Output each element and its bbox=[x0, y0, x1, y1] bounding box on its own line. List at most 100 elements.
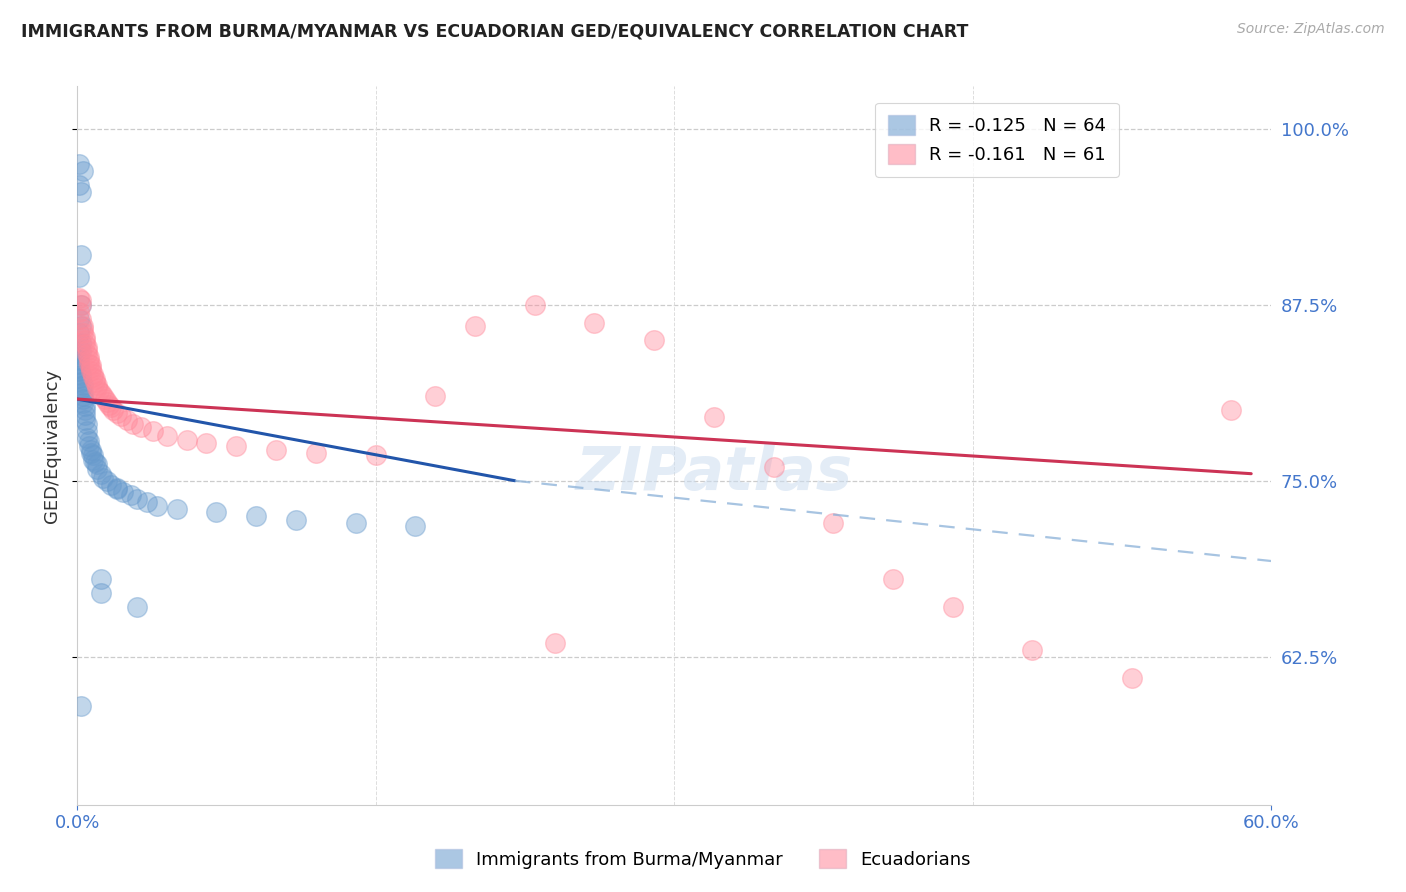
Point bbox=[176, 433, 198, 447]
Point bbox=[67, 352, 90, 367]
Point bbox=[145, 499, 167, 513]
Point bbox=[80, 364, 103, 378]
Point bbox=[96, 474, 118, 488]
Point bbox=[1220, 403, 1243, 417]
Point bbox=[90, 467, 112, 481]
Point bbox=[110, 409, 132, 423]
Point bbox=[84, 375, 107, 389]
Text: IMMIGRANTS FROM BURMA/MYANMAR VS ECUADORIAN GED/EQUIVALENCY CORRELATION CHART: IMMIGRANTS FROM BURMA/MYANMAR VS ECUADOR… bbox=[21, 22, 969, 40]
Point bbox=[120, 488, 142, 502]
Point bbox=[82, 369, 104, 384]
Point bbox=[305, 445, 328, 459]
Point bbox=[91, 389, 114, 403]
Point bbox=[121, 417, 143, 432]
Point bbox=[77, 438, 100, 452]
Point bbox=[72, 389, 94, 403]
Point bbox=[72, 392, 94, 406]
Point bbox=[105, 482, 128, 496]
Point bbox=[67, 337, 90, 351]
Point bbox=[86, 381, 108, 395]
Point bbox=[76, 343, 98, 357]
Point bbox=[105, 406, 128, 420]
Point bbox=[583, 316, 606, 330]
Point bbox=[135, 495, 157, 509]
Point bbox=[942, 600, 965, 615]
Point bbox=[67, 178, 90, 192]
Point bbox=[86, 378, 108, 392]
Point bbox=[523, 298, 546, 312]
Point bbox=[73, 399, 96, 413]
Point bbox=[76, 340, 98, 354]
Point bbox=[70, 382, 93, 396]
Point bbox=[91, 471, 114, 485]
Point bbox=[84, 372, 107, 386]
Point bbox=[70, 311, 93, 326]
Point bbox=[72, 384, 94, 399]
Point bbox=[67, 304, 90, 318]
Text: ZIPatlas: ZIPatlas bbox=[575, 444, 852, 503]
Point bbox=[90, 586, 112, 600]
Point bbox=[70, 293, 93, 308]
Point bbox=[70, 248, 93, 262]
Legend: R = -0.125   N = 64, R = -0.161   N = 61: R = -0.125 N = 64, R = -0.161 N = 61 bbox=[875, 103, 1119, 177]
Point bbox=[90, 386, 112, 401]
Point bbox=[73, 337, 96, 351]
Point bbox=[70, 298, 93, 312]
Point bbox=[703, 410, 725, 425]
Point bbox=[125, 600, 148, 615]
Point bbox=[73, 413, 96, 427]
Point bbox=[70, 699, 93, 714]
Legend: Immigrants from Burma/Myanmar, Ecuadorians: Immigrants from Burma/Myanmar, Ecuadoria… bbox=[427, 842, 979, 876]
Point bbox=[67, 269, 90, 284]
Point bbox=[72, 164, 94, 178]
Point bbox=[285, 513, 308, 527]
Point bbox=[82, 367, 104, 381]
Y-axis label: GED/Equivalency: GED/Equivalency bbox=[44, 368, 60, 523]
Point bbox=[86, 462, 108, 476]
Point bbox=[73, 333, 96, 347]
Point bbox=[67, 361, 90, 376]
Point bbox=[67, 291, 90, 305]
Point bbox=[80, 445, 103, 459]
Point bbox=[77, 352, 100, 367]
Point bbox=[264, 442, 287, 457]
Point bbox=[70, 335, 93, 350]
Point bbox=[205, 505, 228, 519]
Point bbox=[225, 438, 247, 452]
Point bbox=[195, 435, 218, 450]
Point bbox=[73, 408, 96, 422]
Point bbox=[76, 432, 98, 446]
Point bbox=[882, 572, 904, 586]
Point bbox=[404, 518, 426, 533]
Point bbox=[96, 395, 118, 409]
Point bbox=[245, 508, 267, 523]
Point bbox=[72, 321, 94, 335]
Point bbox=[72, 326, 94, 340]
Point bbox=[67, 364, 90, 378]
Point bbox=[100, 401, 122, 415]
Point bbox=[67, 371, 90, 385]
Point bbox=[115, 413, 138, 427]
Point bbox=[67, 326, 90, 340]
Point bbox=[67, 347, 90, 361]
Point bbox=[84, 455, 107, 469]
Point bbox=[67, 311, 90, 326]
Point bbox=[72, 318, 94, 333]
Point bbox=[166, 502, 188, 516]
Point bbox=[80, 358, 103, 372]
Point bbox=[823, 516, 845, 530]
Point bbox=[70, 344, 93, 359]
Point bbox=[77, 434, 100, 449]
Point bbox=[76, 347, 98, 361]
Point bbox=[425, 389, 447, 403]
Point bbox=[73, 330, 96, 344]
Point bbox=[544, 636, 567, 650]
Point bbox=[97, 398, 120, 412]
Point bbox=[142, 425, 165, 439]
Point bbox=[82, 449, 104, 463]
Point bbox=[100, 478, 122, 492]
Point bbox=[76, 417, 98, 432]
Point bbox=[156, 428, 179, 442]
Point bbox=[105, 481, 128, 495]
Point bbox=[90, 572, 112, 586]
